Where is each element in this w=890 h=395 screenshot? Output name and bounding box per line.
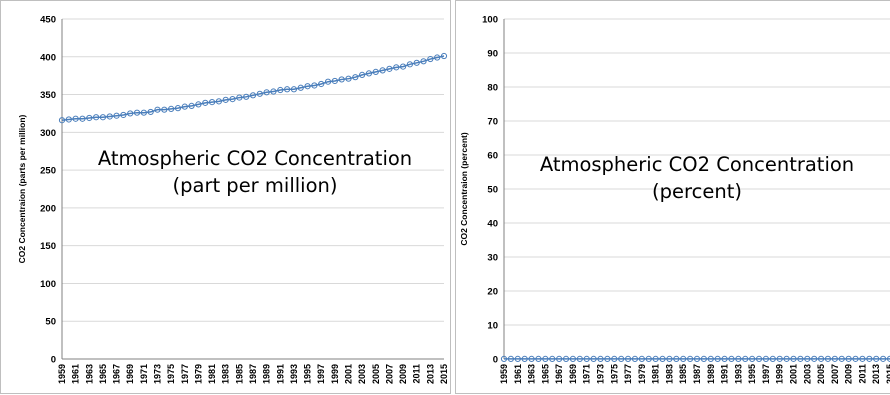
percent-x-tick-label: 1995 [747, 364, 757, 384]
ppm-x-tick-label: 2009 [398, 364, 408, 384]
percent-title-line: Atmospheric CO2 Concentration [540, 153, 854, 176]
ppm-x-tick-label: 1989 [262, 364, 272, 384]
ppm-x-tick-label: 1981 [207, 364, 217, 384]
ppm-x-tick-label: 2015 [439, 364, 449, 384]
ppm-y-tick-label: 150 [40, 241, 56, 252]
percent-x-tick-label: 1965 [540, 364, 550, 384]
ppm-x-tick-label: 1959 [57, 364, 67, 384]
percent-x-tick-label: 1975 [609, 364, 619, 384]
percent-x-tick-label: 1973 [596, 364, 606, 384]
percent-y-tick-label: 70 [487, 117, 498, 128]
percent-x-tick-label: 2009 [844, 364, 854, 384]
ppm-x-tick-label: 2005 [371, 364, 381, 384]
ppm-y-tick-label: 50 [45, 317, 56, 328]
ppm-x-tick-label: 1985 [234, 364, 244, 384]
ppm-y-tick-label: 450 [40, 15, 56, 26]
ppm-x-tick-label: 1969 [125, 364, 135, 384]
ppm-x-tick-label: 2007 [384, 364, 394, 384]
percent-x-tick-label: 2011 [857, 364, 867, 384]
ppm-x-tick-label: 1993 [289, 364, 299, 384]
percent-x-tick-label: 1979 [637, 364, 647, 384]
ppm-y-tick-label: 200 [40, 203, 56, 214]
ppm-x-tick-label: 1995 [303, 364, 313, 384]
percent-x-tick-label: 2003 [802, 364, 812, 384]
percent-y-tick-label: 20 [487, 287, 498, 298]
percent-x-tick-label: 1997 [761, 364, 771, 384]
percent-x-tick-label: 1993 [733, 364, 743, 384]
percent-x-tick-label: 1981 [651, 364, 661, 384]
percent-x-tick-label: 2007 [830, 364, 840, 384]
percent-y-axis-title: CO2 Concentraion (percent) [459, 132, 469, 246]
percent-x-tick-label: 1989 [706, 364, 716, 384]
ppm-y-tick-label: 400 [40, 52, 56, 63]
percent-y-tick-label: 100 [482, 15, 498, 26]
ppm-series-line [62, 56, 444, 120]
percent-x-tick-label: 1967 [554, 364, 564, 384]
percent-y-tick-label: 10 [487, 321, 498, 332]
ppm-y-tick-label: 350 [40, 90, 56, 101]
ppm-y-tick-label: 0 [51, 355, 56, 366]
ppm-x-tick-label: 1971 [139, 364, 149, 384]
percent-title-line: (percent) [652, 180, 742, 203]
percent-x-tick-label: 1977 [623, 364, 633, 384]
percent-x-tick-label: 1963 [527, 364, 537, 384]
ppm-x-tick-label: 1983 [221, 364, 231, 384]
ppm-x-tick-label: 1965 [98, 364, 108, 384]
ppm-x-tick-label: 1997 [316, 364, 326, 384]
ppm-x-tick-label: 1961 [71, 364, 81, 384]
ppm-x-tick-label: 1979 [193, 364, 203, 384]
ppm-x-tick-label: 1999 [330, 364, 340, 384]
ppm-x-tick-label: 2003 [357, 364, 367, 384]
percent-y-tick-label: 60 [487, 151, 498, 162]
ppm-y-axis-title: CO2 Concentraion (parts per million) [17, 114, 27, 263]
percent-y-tick-label: 80 [487, 83, 498, 94]
percent-x-tick-label: 1971 [582, 364, 592, 384]
ppm-y-tick-label: 250 [40, 166, 56, 177]
ppm-x-tick-label: 1991 [275, 364, 285, 384]
percent-x-tick-label: 1983 [664, 364, 674, 384]
ppm-title-line: (part per million) [173, 174, 338, 197]
ppm-x-tick-label: 2011 [412, 364, 422, 384]
ppm-x-tick-label: 2013 [425, 364, 435, 384]
percent-y-tick-label: 90 [487, 49, 498, 60]
percent-x-tick-label: 2005 [816, 364, 826, 384]
ppm-x-tick-label: 2001 [344, 364, 354, 384]
percent-y-tick-label: 50 [487, 185, 498, 196]
percent-x-tick-label: 2001 [789, 364, 799, 384]
percent-y-tick-label: 0 [493, 355, 498, 366]
ppm-x-tick-label: 1987 [248, 364, 258, 384]
percent-y-tick-label: 30 [487, 253, 498, 264]
percent-x-tick-label: 1985 [678, 364, 688, 384]
ppm-title-line: Atmospheric CO2 Concentration [98, 147, 412, 170]
ppm-x-tick-label: 1967 [112, 364, 122, 384]
percent-x-tick-label: 1991 [720, 364, 730, 384]
ppm-y-tick-label: 100 [40, 279, 56, 290]
ppm-y-tick-label: 300 [40, 128, 56, 139]
percent-x-tick-label: 1999 [775, 364, 785, 384]
percent-x-tick-label: 2015 [885, 364, 890, 384]
ppm-x-tick-label: 1977 [180, 364, 190, 384]
percent-y-tick-label: 40 [487, 219, 498, 230]
percent-x-tick-label: 2013 [871, 364, 881, 384]
percent-x-tick-label: 1959 [499, 364, 509, 384]
ppm-x-tick-label: 1963 [84, 364, 94, 384]
percent-x-tick-label: 1987 [692, 364, 702, 384]
percent-x-tick-label: 1961 [513, 364, 523, 384]
ppm-x-tick-label: 1975 [166, 364, 176, 384]
ppm-x-tick-label: 1973 [153, 364, 163, 384]
percent-x-tick-label: 1969 [568, 364, 578, 384]
